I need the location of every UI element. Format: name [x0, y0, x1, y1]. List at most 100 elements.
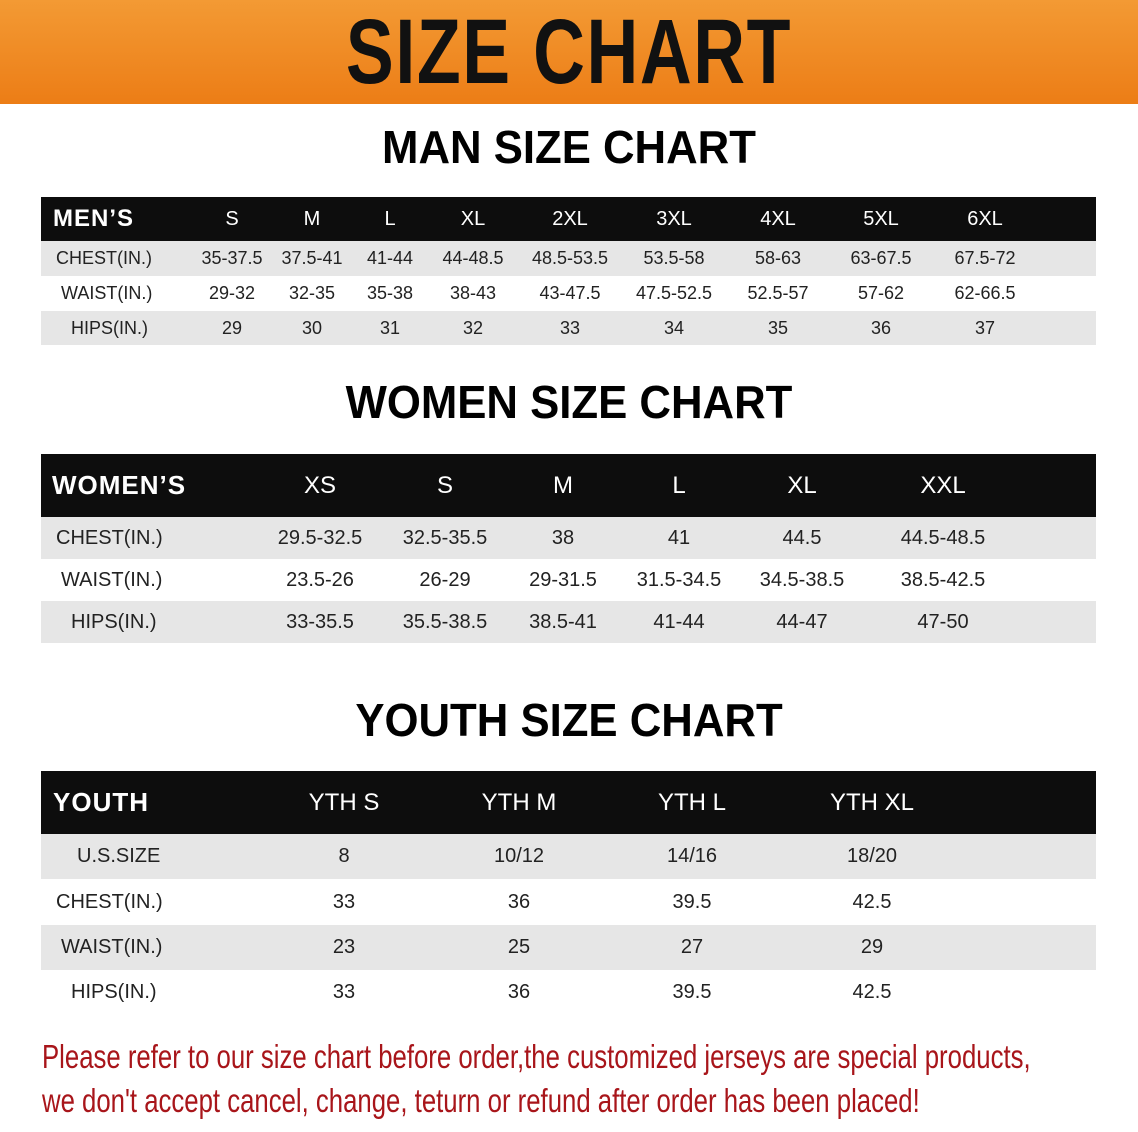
measurement-label: HIPS(IN.): [71, 981, 157, 1003]
measurement-value: 43-47.5: [539, 283, 601, 303]
women-size-table: WOMEN’S XS S M L XL XXL CHEST(IN.) 29.5-32.5 32.5…: [41, 454, 1096, 643]
measurement-value: 23.5-26: [286, 568, 354, 591]
measurement-value: 29-32: [208, 283, 256, 303]
table-row: WAIST(IN.) 23 25 27 29: [41, 925, 1096, 970]
size-column-header: XXL: [920, 471, 966, 499]
size-column-header: YTH S: [308, 788, 380, 816]
measurement-label: CHEST(IN.): [56, 526, 163, 549]
measurement-value: 29-31.5: [529, 568, 597, 591]
measurement-value: 10/12: [493, 845, 545, 867]
size-column-header: XS: [303, 471, 337, 499]
measurement-value: 39.5: [672, 890, 712, 913]
measurement-value: 35: [767, 317, 789, 338]
notice-line-1: Please refer to our size chart before or…: [42, 1038, 1031, 1075]
measurement-value: 30: [301, 317, 323, 338]
measurement-value: 32.5-35.5: [402, 526, 488, 549]
banner-title: SIZE CHART: [345, 1, 793, 103]
measurement-value: 36: [507, 981, 531, 1003]
table-row: HIPS(IN.) 33 36 39.5 42.5: [41, 970, 1096, 1015]
measurement-label: HIPS(IN.): [71, 610, 157, 633]
measurement-value: 34.5-38.5: [759, 568, 845, 591]
measurement-value: 58-63: [754, 248, 802, 268]
measurement-label: WAIST(IN.): [61, 283, 153, 303]
measurement-value: 52.5-57: [747, 283, 809, 303]
measurement-value: 47-50: [917, 610, 969, 633]
measurement-label: CHEST(IN.): [56, 248, 152, 268]
table-header-label: WOMEN’S: [52, 470, 187, 500]
measurement-value: 32-35: [288, 283, 336, 303]
notice-line-2: we don't accept cancel, change, teturn o…: [42, 1082, 920, 1119]
size-column-header: M: [553, 471, 573, 499]
youth-size-table: YOUTH YTH S YTH M YTH L YTH XL U.S.SIZE 8 10/12…: [41, 771, 1096, 1015]
table-header-label: MEN’S: [53, 205, 135, 232]
youth-section-title: YOUTH SIZE CHART: [355, 694, 783, 746]
measurement-value: 36: [507, 890, 531, 913]
measurement-value: 57-62: [857, 283, 905, 303]
measurement-value: 41: [667, 526, 691, 549]
size-column-header: 2XL: [552, 207, 588, 230]
measurement-value: 38.5-41: [529, 610, 597, 633]
table-header-label: YOUTH: [53, 787, 149, 817]
measurement-label: U.S.SIZE: [77, 845, 161, 867]
size-column-header: XL: [460, 207, 486, 230]
measurement-value: 33: [559, 317, 581, 338]
measurement-value: 44-47: [776, 610, 828, 633]
measurement-value: 37: [974, 317, 996, 338]
measurement-value: 31: [379, 317, 401, 338]
measurement-value: 47.5-52.5: [635, 283, 713, 303]
measurement-value: 35-37.5: [201, 248, 263, 268]
measurement-value: 48.5-53.5: [531, 248, 609, 268]
measurement-value: 53.5-58: [643, 248, 705, 268]
measurement-value: 41-44: [366, 248, 414, 268]
size-column-header: YTH XL: [829, 788, 915, 816]
measurement-value: 33-35.5: [286, 610, 354, 633]
size-column-header: S: [225, 207, 239, 230]
measurement-value: 42.5: [852, 890, 892, 913]
measurement-value: 44.5: [782, 526, 822, 549]
women-section-title: WOMEN SIZE CHART: [345, 376, 793, 428]
size-column-header: L: [672, 471, 686, 499]
measurement-value: 38-43: [449, 283, 497, 303]
size-column-header: YTH M: [481, 788, 557, 816]
measurement-value: 29: [860, 936, 884, 958]
table-header-row: MEN’S S M L XL 2XL 3XL 4XL 5XL 6XL: [41, 197, 1096, 241]
measurement-value: 29.5-32.5: [277, 526, 363, 549]
measurement-value: 31.5-34.5: [636, 568, 722, 591]
measurement-value: 33: [332, 890, 356, 913]
table-row: HIPS(IN.) 29 30 31 32 33 34 35 36 37: [41, 311, 1096, 345]
measurement-value: 63-67.5: [850, 248, 912, 268]
banner: SIZE CHART: [0, 0, 1138, 104]
measurement-value: 42.5: [852, 981, 892, 1003]
measurement-value: 29: [221, 317, 243, 338]
size-column-header: 3XL: [656, 207, 692, 230]
size-column-header: L: [384, 207, 396, 230]
size-column-header: XL: [787, 471, 817, 499]
size-column-header: YTH L: [657, 788, 727, 816]
table-header-row: WOMEN’S XS S M L XL XXL: [41, 454, 1096, 517]
measurement-value: 38.5-42.5: [900, 568, 986, 591]
measurement-label: HIPS(IN.): [71, 317, 149, 338]
measurement-value: 38: [551, 526, 575, 549]
table-header-row: YOUTH YTH S YTH M YTH L YTH XL: [41, 771, 1096, 834]
measurement-value: 44-48.5: [442, 248, 504, 268]
measurement-value: 8: [338, 845, 350, 867]
measurement-value: 23: [332, 936, 356, 958]
measurement-value: 62-66.5: [954, 283, 1016, 303]
table-row: U.S.SIZE 8 10/12 14/16 18/20: [41, 834, 1096, 879]
table-row: CHEST(IN.) 35-37.5 37.5-41 41-44 44-48.5 48.5…: [41, 241, 1096, 276]
measurement-value: 26-29: [419, 568, 471, 591]
size-column-header: 5XL: [863, 207, 899, 230]
measurement-value: 44.5-48.5: [900, 526, 986, 549]
measurement-value: 35-38: [366, 283, 414, 303]
size-column-header: 6XL: [967, 207, 1003, 230]
men-section-title: MAN SIZE CHART: [382, 121, 756, 173]
men-size-table: MEN’S S M L XL 2XL 3XL 4XL 5XL 6XL CHEST(IN.) 35-37…: [41, 197, 1096, 345]
table-row: HIPS(IN.) 33-35.5 35.5-38.5 38.5-41 41-44 44-…: [41, 601, 1096, 643]
measurement-value: 32: [462, 317, 484, 338]
measurement-label: WAIST(IN.): [61, 568, 163, 591]
size-column-header: S: [436, 471, 454, 499]
table-row: CHEST(IN.) 29.5-32.5 32.5-35.5 38 41 44.5 44.5…: [41, 517, 1096, 559]
measurement-value: 33: [332, 981, 356, 1003]
measurement-value: 67.5-72: [954, 248, 1016, 268]
table-row: WAIST(IN.) 23.5-26 26-29 29-31.5 31.5-34.5 34…: [41, 559, 1096, 601]
